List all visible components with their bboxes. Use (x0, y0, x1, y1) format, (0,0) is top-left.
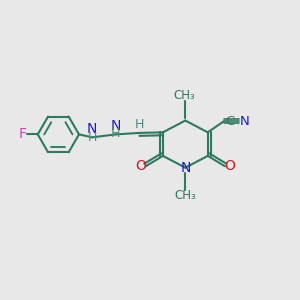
Text: N: N (240, 115, 250, 128)
Text: N: N (180, 161, 190, 175)
Text: O: O (135, 159, 146, 173)
Text: CH₃: CH₃ (173, 89, 195, 102)
Text: H: H (111, 127, 121, 140)
Text: F: F (18, 128, 26, 141)
Text: CH₃: CH₃ (175, 188, 196, 202)
Text: C: C (225, 115, 234, 128)
Text: H: H (88, 131, 97, 144)
Text: O: O (225, 159, 236, 173)
Text: H: H (135, 118, 144, 131)
Text: N: N (111, 119, 121, 133)
Text: N: N (87, 122, 98, 136)
